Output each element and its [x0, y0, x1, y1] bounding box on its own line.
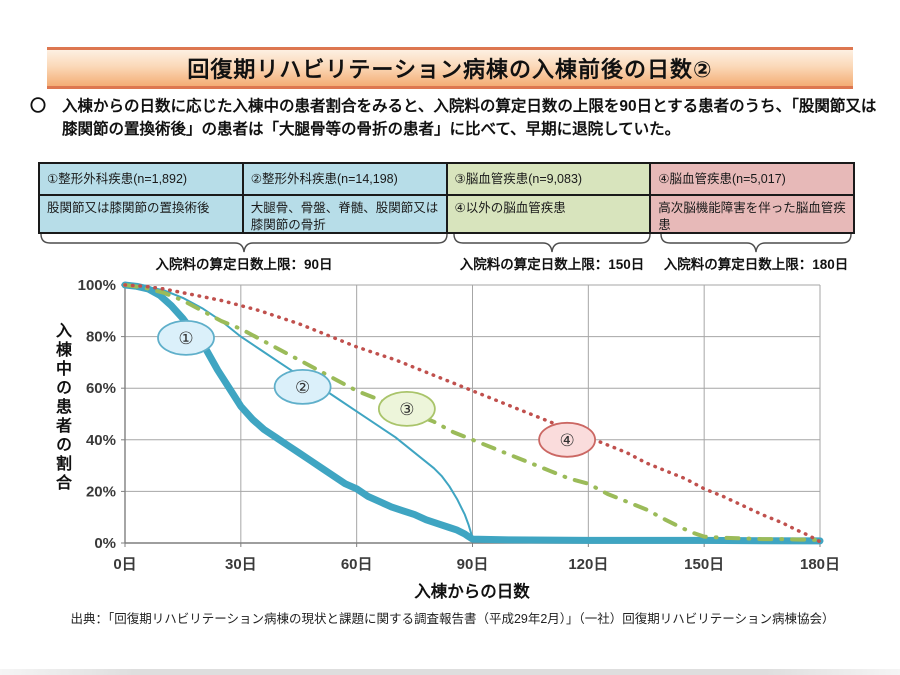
series-marker-oval-2 [273, 369, 332, 405]
lead-text: 入棟からの日数に応じた入棟中の患者割合をみると、入院料の算定日数の上限を90日と… [62, 98, 877, 139]
y-tick-label: 40% [86, 432, 116, 449]
category-header-cell-3: ③脳血管疾患(n=9,083) [447, 164, 652, 196]
category-header-cell-1: ①整形外科疾患(n=1,892) [40, 164, 244, 196]
limit-bracket-label-180: 入院料の算定日数上限：180日 [663, 257, 849, 272]
series-marker-oval-1 [157, 319, 215, 356]
series-marker-oval-3 [377, 390, 436, 427]
series-line-4 [123, 283, 822, 544]
title-banner: 回復期リハビリテーション病棟の入棟前後の日数② [47, 47, 853, 89]
bottom-edge-shadow [0, 669, 900, 675]
limit-bracket-label-150: 入院料の算定日数上限：150日 [459, 257, 645, 272]
series-marker-label-4: ④ [559, 431, 574, 450]
x-tick-label: 150日 [684, 556, 724, 573]
category-table: ①整形外科疾患(n=1,892) ②整形外科疾患(n=14,198) ③脳血管疾患(… [38, 162, 855, 234]
category-header-row: ①整形外科疾患(n=1,892) ②整形外科疾患(n=14,198) ③脳血管疾患(… [40, 164, 855, 196]
y-tick-label: 20% [86, 483, 116, 500]
category-header-cell-4: ④脳血管疾患(n=5,017) [651, 164, 855, 196]
limit-bracket-180 [660, 234, 852, 253]
series-marker-label-3: ③ [399, 400, 414, 419]
chart-canvas: 0日 30日 60日 90日 120日 150日 180日 0% 20% 40% 60% 80% 100… [78, 277, 840, 573]
x-tick-label: 30日 [225, 556, 257, 573]
series-line-2 [124, 284, 486, 543]
y-axis-title: 入棟中の患者の割合 [53, 322, 70, 493]
bracket-path [453, 234, 651, 253]
page-title: 回復期リハビリテーション病棟の入棟前後の日数② [187, 57, 713, 82]
bracket-path [660, 234, 852, 253]
x-tick-label: 120日 [568, 556, 608, 573]
category-detail-row: 股関節又は膝関節の置換術後 大腿骨、骨盤、脊髄、股関節又は膝関節の骨折 ④以外の脳血… [40, 196, 855, 234]
y-tick-label: 80% [86, 329, 116, 346]
y-tick-label: 60% [86, 380, 116, 397]
x-tick-label: 60日 [341, 556, 373, 573]
series-line-3 [123, 283, 822, 542]
bracket-path [40, 234, 448, 253]
series-marker-label-1: ① [178, 329, 193, 348]
lead-paragraph: 〇 入棟からの日数に応じた入棟中の患者割合をみると、入院料の算定日数の上限を90… [30, 95, 878, 142]
limit-bracket-150 [453, 234, 651, 253]
category-detail-cell-3: ④以外の脳血管疾患 [447, 196, 652, 234]
series-marker-oval-4 [538, 421, 596, 458]
y-tick-label: 100% [78, 277, 116, 294]
y-tick-label: 0% [94, 535, 116, 552]
category-detail-cell-2: 大腿骨、骨盤、脊髄、股関節又は膝関節の骨折 [243, 196, 448, 234]
limit-bracket-90 [40, 234, 448, 253]
lead-bullet-mark: 〇 [30, 98, 47, 115]
x-axis-title: 入棟からの日数 [414, 583, 530, 601]
category-detail-cell-1: 股関節又は膝関節の置換術後 [40, 196, 244, 234]
x-tick-label: 180日 [800, 556, 840, 573]
limit-bracket-label-90: 入院料の算定日数上限：90日 [155, 257, 333, 272]
x-tick-label: 0日 [113, 556, 136, 573]
series-marker-label-2: ② [295, 378, 310, 397]
source-citation: 出典：「回復期リハビリテーション病棟の現状と課題に関する調査報告書（平成29年2… [70, 612, 835, 626]
chart: 0日 30日 60日 90日 120日 150日 180日 0% 20% 40% 60% 80% 100… [30, 272, 875, 607]
category-detail-cell-4: 高次脳機能障害を伴った脳血管疾患 [651, 196, 855, 234]
x-tick-label: 90日 [457, 556, 489, 573]
category-header-cell-2: ②整形外科疾患(n=14,198) [243, 164, 448, 196]
